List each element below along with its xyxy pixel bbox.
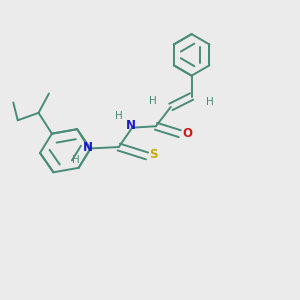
Text: H: H: [149, 96, 157, 106]
Text: O: O: [182, 127, 192, 140]
Text: N: N: [82, 140, 93, 154]
Text: N: N: [126, 119, 136, 132]
Text: H: H: [206, 98, 213, 107]
Text: S: S: [149, 148, 157, 161]
Text: H: H: [115, 111, 123, 121]
Text: H: H: [72, 155, 80, 165]
